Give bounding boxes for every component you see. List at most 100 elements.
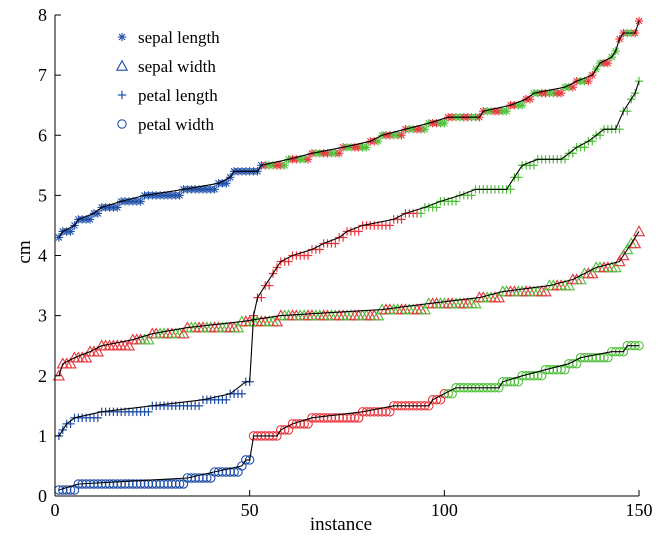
data-point [221,467,232,477]
legend-marker [117,90,127,100]
data-point [362,143,371,152]
data-point [514,173,523,182]
y-tick-label: 7 [38,65,47,85]
legend-entry: sepal length [117,28,220,47]
data-point [66,227,75,236]
legend-marker [115,59,129,71]
data-point [280,161,289,170]
y-tick-label: 2 [38,366,47,386]
legend-marker [117,119,127,129]
data-point [58,485,68,495]
data-point [529,370,539,381]
x-tick-label: 150 [626,500,653,520]
data-point [418,303,431,315]
series-sepal-length [54,16,644,242]
data-point [397,215,406,224]
data-point [120,479,130,489]
data-point [369,407,380,417]
data-point [85,215,95,224]
data-point [591,352,601,363]
x-axis-label: instance [310,514,372,535]
data-point [104,479,115,489]
data-point [237,389,247,398]
data-point [539,285,552,297]
data-point [509,377,520,387]
data-point [65,485,76,495]
data-point [287,419,298,429]
data-point [562,279,576,291]
data-point [142,333,155,345]
data-point [113,203,122,212]
data-point [89,479,99,489]
data-point [326,413,337,423]
data-point [365,407,376,417]
legend-entry: sepal width [115,57,216,76]
data-point [469,297,482,309]
data-point [167,479,177,489]
data-point [93,413,103,423]
legend-label: sepal length [138,28,220,47]
data-point [373,137,383,146]
data-point [350,413,360,423]
data-point [609,261,622,273]
data-point [621,243,634,255]
data-point [295,419,306,429]
data-point [335,149,344,158]
data-point [334,413,344,423]
data-point [506,185,515,194]
data-point [552,364,562,375]
data-point [420,125,430,134]
data-point [330,413,341,423]
y-tick-label: 1 [38,426,47,446]
plot-area [52,16,646,495]
data-point [623,107,632,116]
legend-entry: petal width [117,115,215,134]
data-point [574,273,587,285]
y-axis-label: cm [14,240,35,263]
axes: 0 50 100 150 0 1 2 3 4 5 6 7 8 [38,5,653,520]
data-point [209,467,220,477]
data-point [603,58,613,68]
data-point [331,239,340,248]
data-point [135,479,146,489]
data-point [568,82,578,92]
legend-label: petal length [138,86,218,105]
data-point [190,473,200,483]
trend-line [58,80,640,437]
data-point [497,377,508,387]
data-point [529,161,539,170]
data-point [128,479,138,489]
data-point [451,197,461,206]
data-point [210,185,219,194]
data-point [144,407,153,417]
data-point [116,479,126,489]
data-point [584,76,593,86]
data-point [61,485,72,495]
data-point [432,203,441,212]
data-point [632,225,646,237]
data-point [372,309,385,321]
data-point [163,479,173,489]
data-point [284,257,293,266]
data-point [322,413,333,423]
data-point [222,395,231,404]
data-point [373,407,383,417]
data-point [225,467,235,477]
data-point [502,107,511,116]
y-tick-label: 0 [38,486,47,506]
data-point [583,352,594,363]
data-point [586,267,599,279]
data-point [615,125,624,134]
data-point [170,479,181,489]
x-tick-label: 0 [51,500,60,520]
series-sepal-width [52,225,646,381]
data-point [136,197,145,206]
data-point [354,227,363,236]
y-tick-label: 6 [38,125,47,145]
data-point [175,191,184,200]
data-point [385,221,395,230]
data-point [177,327,190,339]
data-point [96,479,107,489]
